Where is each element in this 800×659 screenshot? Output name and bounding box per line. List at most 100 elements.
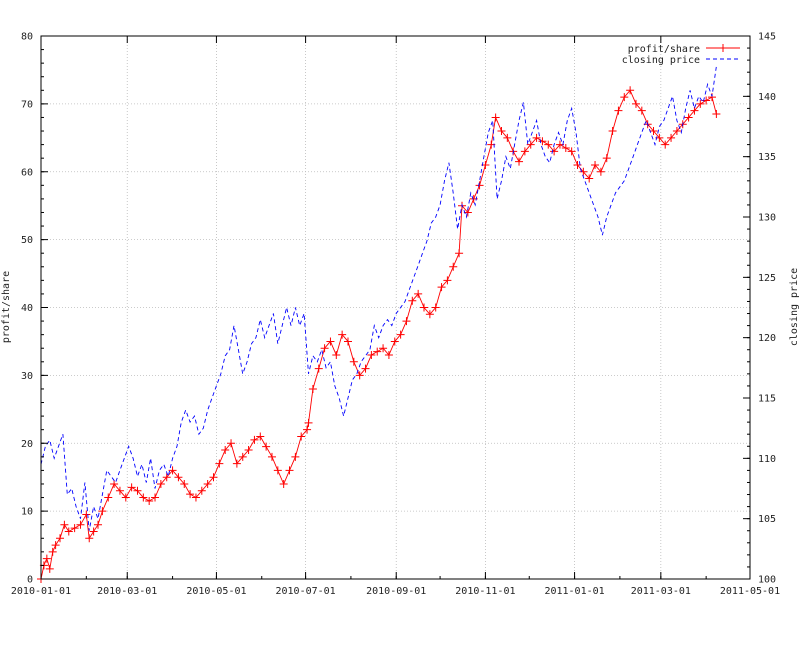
- data-point-marker: [503, 133, 512, 142]
- data-point-marker: [273, 466, 282, 475]
- data-point-marker: [649, 127, 658, 136]
- data-point-marker: [349, 357, 358, 366]
- data-point-marker: [110, 479, 119, 488]
- data-point-marker: [303, 425, 312, 434]
- data-point-marker: [256, 432, 265, 441]
- data-point-marker: [51, 541, 60, 550]
- data-point-marker: [455, 249, 464, 258]
- data-point-marker: [712, 110, 721, 119]
- data-point-marker: [203, 479, 212, 488]
- series-line-closing-price: [40, 66, 717, 531]
- y-left-tick-label: 30: [21, 371, 33, 382]
- legend-label-closing-price: closing price: [622, 55, 700, 66]
- data-point-marker: [64, 527, 73, 536]
- data-point-marker: [515, 157, 524, 166]
- data-point-marker: [180, 479, 189, 488]
- data-point-marker: [379, 344, 388, 353]
- data-point-marker: [56, 534, 65, 543]
- data-point-marker: [585, 174, 594, 183]
- data-point-marker: [82, 510, 91, 519]
- data-point-marker: [443, 276, 452, 285]
- legend-label-profit-share: profit/share: [628, 44, 700, 55]
- data-point-marker: [402, 317, 411, 326]
- x-tick-label: 2011-01-01: [544, 586, 604, 597]
- data-point-marker: [425, 310, 434, 319]
- data-point-marker: [115, 486, 124, 495]
- data-point-marker: [690, 106, 699, 115]
- data-point-marker: [127, 483, 136, 492]
- data-point-marker: [244, 446, 253, 455]
- x-tick-label: 2010-09-01: [366, 586, 426, 597]
- data-point-marker: [186, 490, 195, 499]
- y-right-tick-label: 100: [758, 575, 776, 586]
- x-tick-label: 2011-05-01: [720, 586, 780, 597]
- y-left-tick-label: 0: [27, 575, 33, 586]
- data-point-marker: [384, 351, 393, 360]
- data-point-marker: [291, 452, 300, 461]
- data-point-marker: [637, 106, 646, 115]
- data-point-marker: [162, 473, 171, 482]
- data-point-marker: [85, 534, 94, 543]
- data-point-marker: [304, 418, 313, 427]
- y-left-tick-label: 60: [21, 167, 33, 178]
- data-point-marker: [232, 459, 241, 468]
- data-point-marker: [355, 371, 364, 380]
- data-point-marker: [191, 493, 200, 502]
- data-point-marker: [608, 127, 617, 136]
- data-point-marker: [491, 113, 500, 122]
- data-point-marker: [602, 154, 611, 163]
- data-point-marker: [696, 99, 705, 108]
- x-tick-label: 2011-03-01: [631, 586, 691, 597]
- x-tick-label: 2010-11-01: [455, 586, 515, 597]
- data-point-marker: [684, 113, 693, 122]
- data-point-marker: [338, 330, 347, 339]
- data-point-marker: [332, 351, 341, 360]
- data-point-marker: [591, 160, 600, 169]
- y-axis-left-title: profit/share: [1, 271, 12, 343]
- data-point-marker: [145, 496, 154, 505]
- data-point-marker: [250, 435, 259, 444]
- data-point-marker: [279, 479, 288, 488]
- axes: 0 10 20 30 40 50 60 70 80 100 105 110 115 120 125 130 13…: [11, 32, 780, 598]
- data-point-marker: [620, 93, 629, 102]
- data-point-marker: [326, 337, 335, 346]
- data-point-marker: [579, 167, 588, 176]
- y-right-tick-label: 130: [758, 213, 776, 224]
- data-point-marker: [267, 452, 276, 461]
- data-point-marker: [497, 127, 506, 136]
- y-right-tick-label: 115: [758, 394, 776, 405]
- data-point-marker: [89, 527, 98, 536]
- data-point-marker: [308, 384, 317, 393]
- data-point-marker: [227, 439, 236, 448]
- data-point-marker: [550, 147, 559, 156]
- x-tick-label: 2010-05-01: [186, 586, 246, 597]
- legend: profit/share closing price: [622, 44, 740, 66]
- y-left-tick-label: 80: [21, 32, 33, 43]
- data-point-marker: [672, 127, 681, 136]
- y-axis-right-title: closing price: [789, 268, 800, 346]
- data-point-marker: [209, 473, 218, 482]
- data-point-marker: [631, 99, 640, 108]
- data-point-marker: [42, 554, 51, 563]
- data-point-marker: [45, 564, 54, 573]
- data-point-marker: [420, 303, 429, 312]
- data-point-marker: [367, 351, 376, 360]
- data-point-marker: [48, 547, 57, 556]
- data-point-marker: [238, 452, 247, 461]
- data-point-marker: [475, 181, 484, 190]
- data-point-marker: [174, 473, 183, 482]
- data-point-marker: [60, 520, 69, 529]
- data-point-marker: [596, 167, 605, 176]
- data-point-marker: [168, 466, 177, 475]
- data-point-marker: [526, 140, 535, 149]
- data-point-marker: [408, 296, 417, 305]
- data-point-marker: [532, 133, 541, 142]
- y-right-tick-label: 105: [758, 514, 776, 525]
- data-point-marker: [561, 143, 570, 152]
- data-point-marker: [104, 493, 113, 502]
- y-left-tick-label: 40: [21, 303, 33, 314]
- data-point-marker: [262, 442, 271, 451]
- y-left-tick-label: 10: [21, 507, 33, 518]
- x-tick-label: 2010-01-01: [11, 586, 71, 597]
- data-point-marker: [667, 133, 676, 142]
